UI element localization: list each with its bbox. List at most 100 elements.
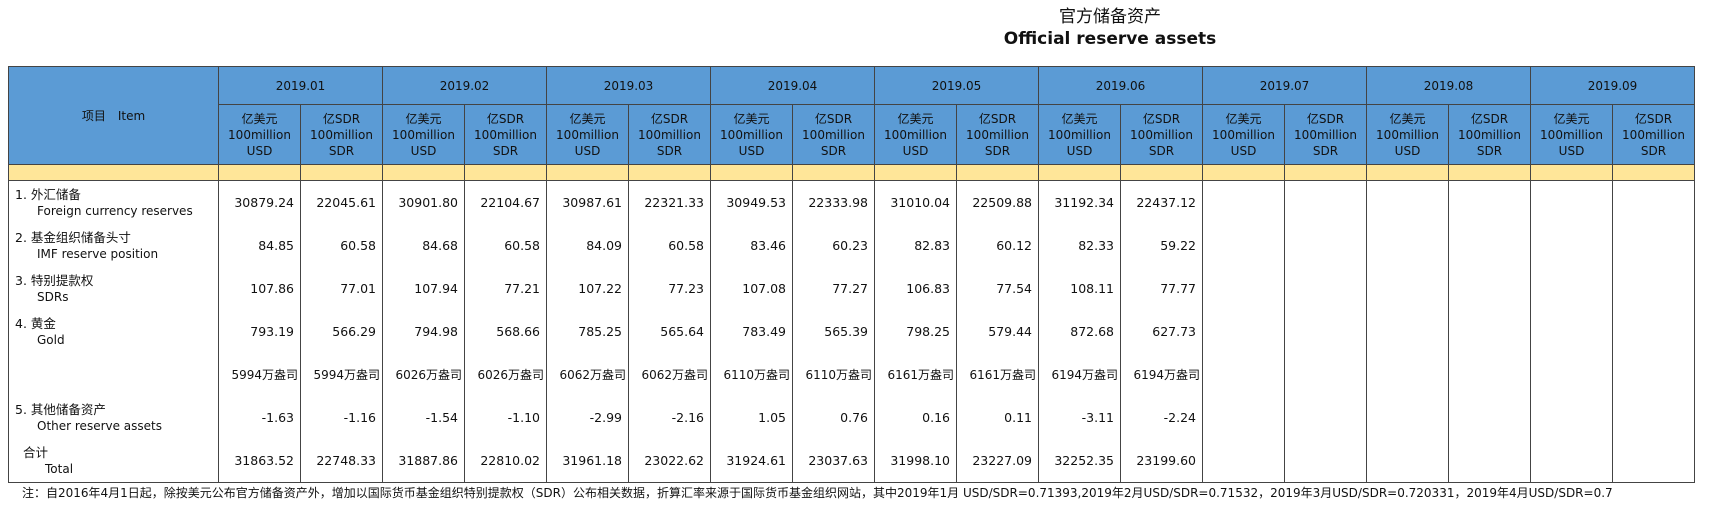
spacer-cell <box>1120 164 1203 181</box>
label-en: Other reserve assets <box>37 418 163 433</box>
value-cell: 60.58 <box>300 224 383 267</box>
spacer-cell <box>1366 164 1449 181</box>
value-cell: 565.64 <box>628 310 711 353</box>
spacer-cell <box>382 164 465 181</box>
value-cell: -1.10 <box>464 396 547 439</box>
value-cell: 5994万盎司 <box>300 353 383 396</box>
value-cell: 60.23 <box>792 224 875 267</box>
unit-header: 亿美元 100million USD <box>710 104 793 165</box>
value-cell: 30901.80 <box>382 180 465 224</box>
value-cell <box>1366 396 1449 439</box>
value-cell: 30987.61 <box>546 180 629 224</box>
value-cell <box>1530 267 1613 310</box>
spacer-cell <box>874 164 957 181</box>
unit-line: 100million <box>392 127 455 142</box>
unit-line: 亿美元 <box>1061 111 1098 126</box>
value-cell: 22104.67 <box>464 180 547 224</box>
value-cell: 108.11 <box>1038 267 1121 310</box>
unit-line: 亿SDR <box>978 111 1017 126</box>
unit-header: 亿美元 100million USD <box>218 104 301 165</box>
value-cell: 6110万盎司 <box>792 353 875 396</box>
unit-header: 亿SDR 100million SDR <box>792 104 875 165</box>
title-block: 官方储备资产 Official reserve assets <box>920 6 1300 50</box>
value-cell: 6194万盎司 <box>1038 353 1121 396</box>
data-row: 2. 基金组织储备头寸 IMF reserve position 84.85 60.5… <box>8 224 1695 267</box>
value-cell <box>1448 267 1531 310</box>
value-cell: -1.54 <box>382 396 465 439</box>
unit-line: USD <box>1230 143 1257 158</box>
value-cell: 77.54 <box>956 267 1039 310</box>
value-cell: 31924.61 <box>710 439 793 483</box>
value-cell: 6062万盎司 <box>628 353 711 396</box>
spacer-cell <box>1202 164 1285 181</box>
spacer-cell <box>792 164 875 181</box>
unit-line: 亿SDR <box>1470 111 1509 126</box>
spacer-cell <box>1448 164 1531 181</box>
value-cell: -1.16 <box>300 396 383 439</box>
spacer-cell <box>956 164 1039 181</box>
value-cell: 568.66 <box>464 310 547 353</box>
value-cell <box>1448 310 1531 353</box>
unit-line: 100million <box>310 127 373 142</box>
value-cell: -3.11 <box>1038 396 1121 439</box>
value-cell: 794.98 <box>382 310 465 353</box>
unit-line: USD <box>410 143 437 158</box>
unit-line: SDR <box>1148 143 1175 158</box>
reserve-table: 项目 Item 2019.01 2019.02 2019.03 2019.04 2019.… <box>8 66 1695 483</box>
value-cell <box>1530 439 1613 483</box>
month-header: 2019.05 <box>874 66 1039 105</box>
value-cell: 32252.35 <box>1038 439 1121 483</box>
value-cell <box>1612 180 1695 224</box>
label-cn: 2. 基金组织储备头寸 <box>15 229 131 245</box>
value-cell <box>1612 396 1695 439</box>
value-cell: 77.77 <box>1120 267 1203 310</box>
value-cell <box>1530 396 1613 439</box>
unit-header: 亿SDR 100million SDR <box>1448 104 1531 165</box>
value-cell <box>1366 353 1449 396</box>
row-label <box>8 353 219 396</box>
value-cell: 798.25 <box>874 310 957 353</box>
value-cell: 785.25 <box>546 310 629 353</box>
unit-line: SDR <box>1476 143 1503 158</box>
label-cn: 5. 其他储备资产 <box>15 401 106 417</box>
value-cell: 783.49 <box>710 310 793 353</box>
unit-line: 亿SDR <box>322 111 361 126</box>
value-cell: 60.12 <box>956 224 1039 267</box>
row-label: 4. 黄金 Gold <box>8 310 219 353</box>
value-cell <box>1448 396 1531 439</box>
spacer-cell <box>464 164 547 181</box>
unit-line: USD <box>1394 143 1421 158</box>
spacer-cell <box>300 164 383 181</box>
value-cell <box>1612 224 1695 267</box>
unit-line: SDR <box>820 143 847 158</box>
value-cell: 60.58 <box>628 224 711 267</box>
value-cell: 31998.10 <box>874 439 957 483</box>
unit-line: 100million <box>884 127 947 142</box>
value-cell: 107.94 <box>382 267 465 310</box>
value-cell: 107.22 <box>546 267 629 310</box>
unit-header: 亿美元 100million USD <box>874 104 957 165</box>
value-cell: 30879.24 <box>218 180 301 224</box>
value-cell: 793.19 <box>218 310 301 353</box>
value-cell: 0.16 <box>874 396 957 439</box>
unit-line: 亿美元 <box>897 111 934 126</box>
unit-line: SDR <box>984 143 1011 158</box>
unit-line: 亿SDR <box>1634 111 1673 126</box>
value-cell: -2.24 <box>1120 396 1203 439</box>
value-cell <box>1448 180 1531 224</box>
unit-line: 100million <box>1048 127 1111 142</box>
value-cell <box>1530 224 1613 267</box>
unit-line: USD <box>574 143 601 158</box>
unit-line: 亿美元 <box>569 111 606 126</box>
value-cell: 59.22 <box>1120 224 1203 267</box>
value-cell <box>1366 439 1449 483</box>
spacer-cell <box>218 164 301 181</box>
unit-header: 亿SDR 100million SDR <box>956 104 1039 165</box>
value-cell: 566.29 <box>300 310 383 353</box>
footnote: 注：自2016年4月1日起，除按美元公布官方储备资产外，增加以国际货币基金组织特… <box>22 486 1613 500</box>
month-header: 2019.09 <box>1530 66 1695 105</box>
spacer-cell <box>1038 164 1121 181</box>
value-cell <box>1448 224 1531 267</box>
unit-line: 亿美元 <box>1553 111 1590 126</box>
value-cell <box>1366 180 1449 224</box>
